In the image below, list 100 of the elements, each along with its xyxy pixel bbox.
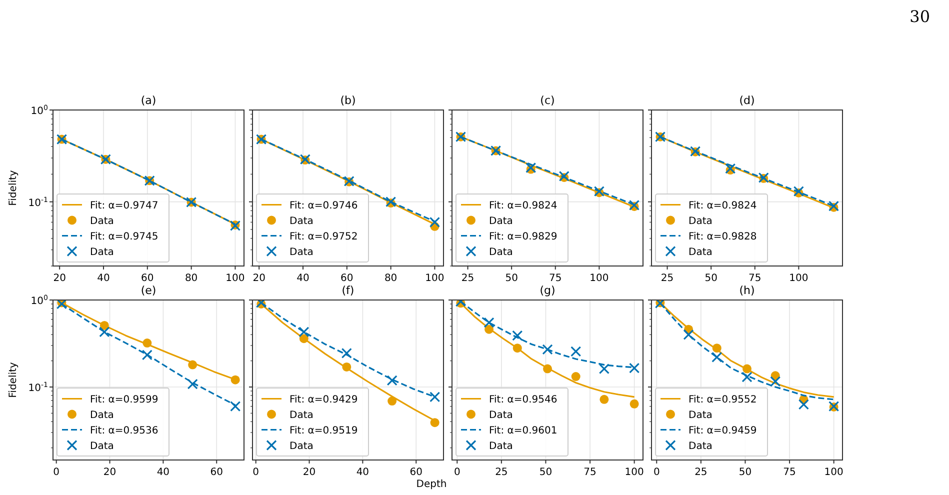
x-tick-label: 20 <box>252 273 266 284</box>
point <box>100 320 109 330</box>
point <box>629 362 640 374</box>
point <box>388 396 397 406</box>
x-tick-label: 75 <box>549 273 562 284</box>
legend-label: Fit: α=0.9546 <box>489 394 558 406</box>
x-tick-label: 0 <box>252 467 260 478</box>
point <box>298 326 310 338</box>
point <box>188 360 198 370</box>
x-tick-label: 40 <box>156 467 170 478</box>
x-tick-label: 100 <box>824 467 844 478</box>
x-tick-label: 75 <box>584 467 596 478</box>
point <box>543 364 552 374</box>
legend-label: Data <box>688 246 712 258</box>
point <box>558 170 570 182</box>
x-tick-label: 100 <box>624 467 644 478</box>
legend-label: Data <box>489 410 513 421</box>
legend-label: Fit: α=0.9552 <box>688 394 757 406</box>
x-tick-label: 25 <box>461 273 474 284</box>
x-tick-label: 75 <box>748 273 762 284</box>
x-tick-label: 20 <box>103 467 116 478</box>
legend-label: Fit: α=0.9824 <box>688 200 757 212</box>
legend-label: Data <box>290 216 314 227</box>
legend-label: Fit: α=0.9752 <box>290 231 358 242</box>
point <box>570 346 582 357</box>
point <box>770 376 781 387</box>
point <box>99 326 110 338</box>
point <box>230 375 240 384</box>
x-tick-label: 50 <box>738 467 752 478</box>
x-tick-label: 40 <box>97 273 110 284</box>
point <box>484 324 494 334</box>
x-tick-label: 20 <box>302 467 316 478</box>
x-tick-label: 100 <box>590 273 609 284</box>
text: 30 <box>910 7 930 26</box>
point <box>542 344 553 355</box>
point <box>430 418 440 428</box>
chart-title: (b) <box>340 94 356 107</box>
legend-label: Data <box>688 216 712 227</box>
y-tick-label: 10$^{0}$ <box>30 104 48 117</box>
x-tick-label: 0 <box>53 467 60 478</box>
point <box>430 392 440 402</box>
x-tick-label: 80 <box>184 273 198 284</box>
point <box>798 399 809 410</box>
legend-label: Data <box>489 440 513 452</box>
legend-label: Fit: α=0.9745 <box>90 231 158 242</box>
chart-title: (e) <box>140 284 156 297</box>
x-tick-label: 40 <box>296 273 310 284</box>
legend-label: Data <box>290 410 314 421</box>
chart-title: (h) <box>739 284 755 297</box>
legend-label: Data <box>290 246 314 258</box>
legend-label: Fit: α=0.9824 <box>489 200 558 212</box>
point <box>725 163 736 174</box>
y-tick-label: 10$^{0}$ <box>30 294 48 307</box>
chart-title: (c) <box>540 94 555 107</box>
legend-label: Fit: α=0.9599 <box>90 394 158 406</box>
point <box>742 372 752 382</box>
point <box>742 364 752 374</box>
x-tick-label: 0 <box>454 467 460 478</box>
point <box>571 372 580 382</box>
y-tick-label: 10$^{-1}$ <box>28 381 48 394</box>
legend-label: Fit: α=0.9747 <box>90 200 158 212</box>
point <box>630 399 639 408</box>
legend-label: Data <box>90 440 114 452</box>
point <box>598 363 610 374</box>
legend-label: Fit: α=0.9459 <box>688 425 757 436</box>
point <box>187 378 198 390</box>
chart-title: (d) <box>739 94 755 107</box>
legend-label: Fit: α=0.9828 <box>688 231 757 242</box>
x-tick-label: 50 <box>539 467 552 478</box>
x-tick-label: 20 <box>53 273 66 284</box>
legend-label: Fit: α=0.9601 <box>489 425 558 436</box>
legend-label: Fit: α=0.9519 <box>290 425 358 436</box>
point <box>342 362 352 372</box>
legend-label: Fit: α=0.9746 <box>290 200 358 212</box>
y-axis-title: Fidelity <box>8 362 19 398</box>
x-tick-label: 50 <box>704 273 718 284</box>
x-tick-label: 100 <box>226 273 245 284</box>
point <box>683 329 694 340</box>
legend-label: Data <box>90 246 114 258</box>
legend-label: Data <box>489 246 513 258</box>
x-tick-label: 60 <box>340 273 354 284</box>
x-tick-label: 100 <box>789 273 808 284</box>
point <box>526 162 536 174</box>
x-tick-label: 25 <box>660 273 674 284</box>
point <box>712 352 722 363</box>
legend-label: Data <box>90 410 114 421</box>
x-tick-label: 60 <box>410 467 422 478</box>
x-tick-label: 50 <box>505 273 518 284</box>
x-tick-label: 25 <box>694 467 708 478</box>
legend-label: Data <box>90 216 114 227</box>
point <box>341 348 352 358</box>
chart-title: (f) <box>342 284 354 297</box>
x-tick-label: 25 <box>495 467 508 478</box>
legend-label: Data <box>489 216 513 227</box>
y-tick-label: 10$^{-1}$ <box>28 196 48 209</box>
x-tick-label: 60 <box>141 273 154 284</box>
x-tick-label: 60 <box>210 467 223 478</box>
legend-label: Data <box>688 410 712 421</box>
legend-label: Fit: α=0.9429 <box>290 394 358 406</box>
point <box>386 375 398 386</box>
